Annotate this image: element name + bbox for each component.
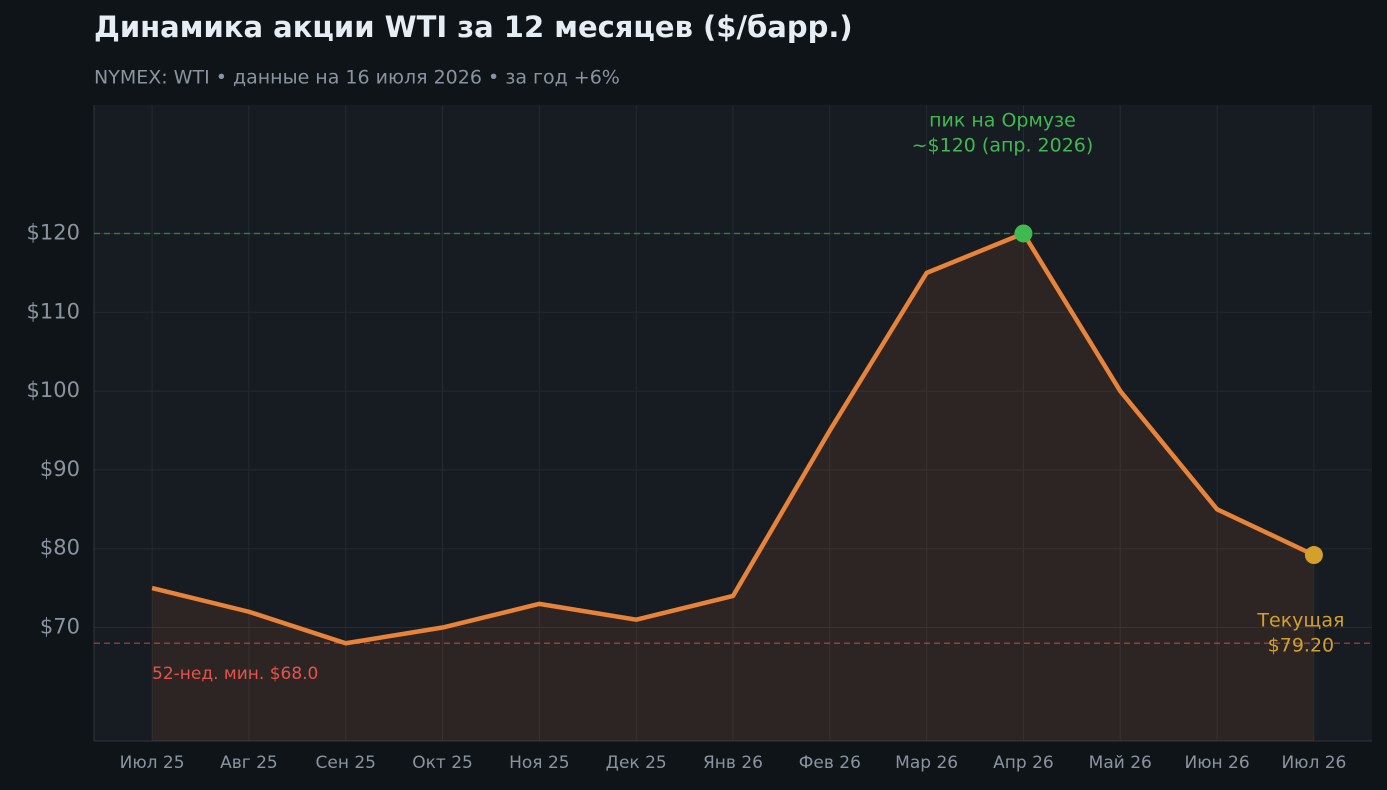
x-tick-label: Ноя 25 (509, 753, 569, 773)
x-tick-label: Июл 25 (120, 753, 185, 773)
x-tick-label: Дек 25 (606, 753, 667, 773)
x-tick-label: Мар 26 (895, 753, 958, 773)
x-tick-label: Июн 26 (1184, 753, 1249, 773)
annotation: пик на Ормузе (929, 110, 1076, 132)
highlight-point (1014, 224, 1033, 243)
annotation: Текущая (1256, 610, 1344, 632)
line (151, 231, 1315, 646)
x-tick-label: Окт 25 (412, 753, 473, 773)
x-tick-label: Фев 26 (799, 753, 861, 773)
y-tick-label: $80 (40, 536, 80, 560)
y-tick-label: $100 (27, 378, 80, 402)
y-tick-label: $70 (40, 615, 80, 639)
area (152, 233, 1314, 741)
x-tick-label: Апр 26 (993, 753, 1054, 773)
chart-title: Динамика акции WTI за 12 месяцев ($/барр… (94, 10, 853, 44)
x-tick-label: Июл 26 (1281, 753, 1346, 773)
y-tick-label: $120 (27, 220, 80, 244)
y-tick-label: $110 (27, 299, 80, 323)
x-tick-label: Авг 25 (220, 753, 278, 773)
highlight-point (1304, 546, 1323, 565)
x-tick-label: Янв 26 (703, 753, 763, 773)
annotation: ~$120 (апр. 2026) (912, 135, 1094, 157)
annotation: $79.20 (1268, 635, 1334, 657)
y-tick-label: $90 (40, 457, 80, 481)
x-tick-label: Сен 25 (315, 753, 375, 773)
annotation: 52-нед. мин. $68.0 (152, 664, 318, 684)
x-tick-label: Май 26 (1089, 753, 1152, 773)
chart-subtitle: NYMEX: WTI • данные на 16 июля 2026 • за… (94, 67, 620, 89)
